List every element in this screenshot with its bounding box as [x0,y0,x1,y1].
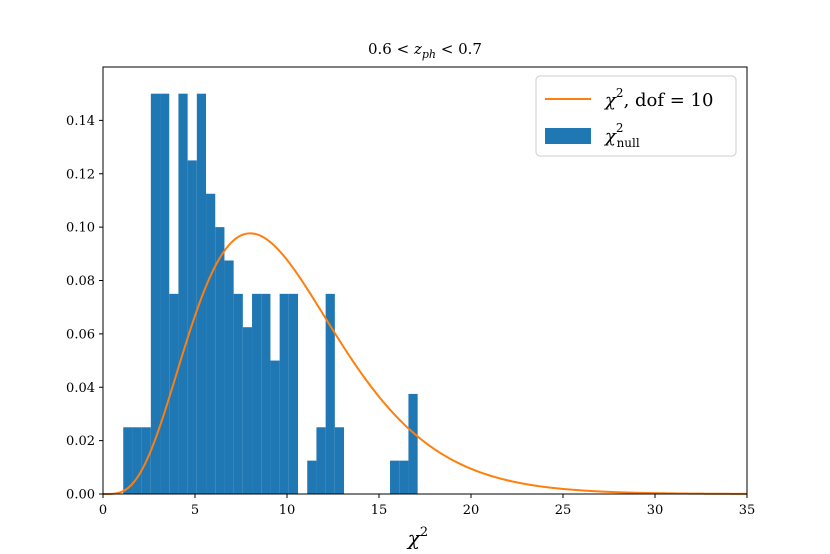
legend-hist-label: χ2 null [603,121,640,150]
legend-curve-var: χ [603,90,617,111]
y-tick-label: 0.06 [66,327,95,342]
histogram-bar [261,293,271,494]
title-var: z [413,40,422,58]
title-sub: ph [422,48,436,61]
y-tick-label: 0.10 [66,221,95,236]
histogram-bar [316,427,326,494]
histogram-bar [215,227,225,494]
legend-hist-sub: null [617,136,640,150]
legend-hist-sup: 2 [616,121,624,135]
histogram-bar [233,293,243,494]
y-tick-label: 0.12 [66,167,95,182]
histogram-bar [150,93,161,494]
histogram-bar [169,293,179,494]
histogram-bar [224,260,234,494]
histogram-bar [196,93,207,494]
legend-hist-swatch [545,128,591,144]
x-axis-label: χ2 [406,525,428,550]
histogram-bar [288,293,299,494]
x-tick-label: 35 [739,503,756,518]
x-tick-label: 25 [555,503,572,518]
x-tick-label: 10 [279,503,296,518]
chi2-pdf-curve [103,232,748,495]
x-tick-label: 5 [191,503,199,518]
histogram-bar [123,427,133,494]
legend: χ2, dof = 10 χ2 null [535,75,737,157]
histogram-bar [270,360,280,494]
histogram-bar [390,460,400,494]
histogram-bar [399,460,409,494]
histogram-bar [132,427,142,494]
legend-curve-sup: 2 [616,86,624,100]
x-axis-label-sup: 2 [420,525,428,540]
histogram-bar [187,160,197,494]
x-tick-label: 30 [647,503,664,518]
legend-curve-label: χ2, dof = 10 [603,86,713,111]
histogram-bar [206,193,216,494]
histogram-bar [408,393,418,494]
x-axis-ticks: 0 5 10 15 20 25 30 35 [99,494,755,518]
legend-hist-var: χ [603,126,617,147]
histogram-bar [160,93,170,494]
y-tick-label: 0.14 [66,114,95,129]
x-tick-label: 20 [463,503,480,518]
y-tick-label: 0.00 [66,488,95,503]
legend-curve-rest: , dof = 10 [624,90,714,111]
histogram-bar [252,293,262,494]
title-lhs: 0.6 < [368,40,414,58]
histogram-bar [279,293,289,494]
x-axis-label-var: χ [406,526,422,550]
y-tick-label: 0.02 [66,434,95,449]
histogram-bar [334,427,345,494]
histogram-bars [123,93,418,494]
y-axis-ticks: 0.00 0.02 0.04 0.06 0.08 0.10 0.12 0.14 [66,114,103,503]
chart-title: 0.6 < zph < 0.7 [368,40,482,61]
histogram-bar [307,460,317,494]
x-tick-label: 15 [371,503,388,518]
histogram-bar [325,293,335,494]
y-tick-label: 0.04 [66,381,95,396]
histogram-bar [178,93,188,494]
y-tick-label: 0.08 [66,274,95,289]
histogram-bar [242,327,253,494]
x-tick-label: 0 [99,503,107,518]
title-rhs: < 0.7 [436,40,482,58]
